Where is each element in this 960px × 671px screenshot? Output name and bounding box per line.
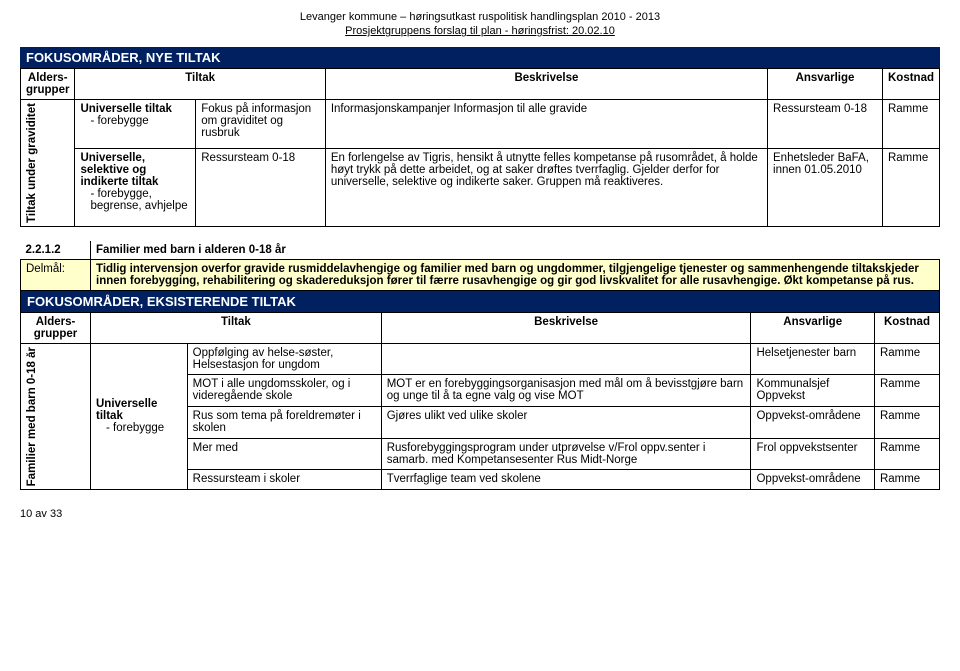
section-heading: Familier med barn i alderen 0-18 år	[91, 241, 940, 260]
header-line1: Levanger kommune – høringsutkast ruspoli…	[20, 10, 940, 24]
rowgroup-label: Familier med barn 0-18 år	[26, 347, 38, 486]
cell: Rus som tema på foreldremøter i skolen	[187, 406, 381, 438]
table-row: Universelle, selektive og indikerte tilt…	[21, 149, 940, 226]
cell: Gjøres ulikt ved ulike skoler	[381, 406, 751, 438]
cell: Frol oppvekstsenter	[751, 438, 874, 470]
cell	[381, 343, 751, 375]
tiltak-name: Universelle tiltak	[80, 103, 171, 115]
cell: MOT er en forebyggingsorganisasjon med m…	[381, 375, 751, 407]
section1-title: FOKUSOMRÅDER, NYE TILTAK	[20, 47, 940, 68]
cell: Ramme	[874, 343, 939, 375]
cell: Informasjonskampanjer Informasjon til al…	[325, 99, 767, 149]
cell: MOT i alle ungdomsskoler, og i videregåe…	[187, 375, 381, 407]
th-kostnad: Kostnad	[874, 312, 939, 343]
cell-tiltak-type: Universelle tiltak - forebygge	[75, 99, 196, 149]
tiltak-sub: - forebygge, begrense, avhjelpe	[80, 188, 190, 212]
cell: Oppvekst-områdene	[751, 470, 874, 489]
section-num: 2.2.1.2	[21, 241, 91, 260]
cell: Helsetjenester barn	[751, 343, 874, 375]
tiltak-sub: - forebygge	[96, 422, 182, 434]
rowgroup-cell: Tiltak under graviditet	[21, 99, 75, 226]
tiltak-sub: - forebygge	[80, 115, 190, 127]
cell-tiltak-type: Universelle, selektive og indikerte tilt…	[75, 149, 196, 226]
table-nye-tiltak: Alders-grupper Tiltak Beskrivelse Ansvar…	[20, 68, 940, 227]
cell: Ramme	[882, 99, 939, 149]
delmal-text: Tidlig intervensjon overfor gravide rusm…	[91, 259, 940, 290]
th-ansvarlige: Ansvarlige	[751, 312, 874, 343]
cell-tiltak-type: Universelle tiltak - forebygge	[91, 343, 188, 489]
cell: Mer med	[187, 438, 381, 470]
delmal-label: Delmål:	[21, 259, 91, 290]
table-header-row: Alders-grupper Tiltak Beskrivelse Ansvar…	[21, 68, 940, 99]
table-familier: 2.2.1.2 Familier med barn i alderen 0-18…	[20, 241, 940, 490]
delmal-row: Delmål: Tidlig intervensjon overfor grav…	[21, 259, 940, 290]
doc-header: Levanger kommune – høringsutkast ruspoli…	[20, 10, 940, 39]
cell: En forlengelse av Tigris, hensikt å utny…	[325, 149, 767, 226]
cell: Ressursteam 0-18	[196, 149, 326, 226]
cell: Ramme	[874, 406, 939, 438]
cell: Rusforebyggingsprogram under utprøvelse …	[381, 438, 751, 470]
table-row: Tiltak under graviditet Universelle tilt…	[21, 99, 940, 149]
section2-title: FOKUSOMRÅDER, EKSISTERENDE TILTAK	[21, 290, 940, 312]
cell: Ressursteam i skoler	[187, 470, 381, 489]
cell: Ramme	[874, 438, 939, 470]
cell: Ramme	[882, 149, 939, 226]
cell: Oppvekst-områdene	[751, 406, 874, 438]
th-ansvarlige: Ansvarlige	[768, 68, 883, 99]
table-row: Familier med barn 0-18 år Universelle ti…	[21, 343, 940, 375]
page-number: 10 av 33	[20, 508, 940, 520]
th-kostnad: Kostnad	[882, 68, 939, 99]
cell: Enhetsleder BaFA, innen 01.05.2010	[768, 149, 883, 226]
th-beskrivelse: Beskrivelse	[325, 68, 767, 99]
table-header-row: Alders-grupper Tiltak Beskrivelse Ansvar…	[21, 312, 940, 343]
cell: Oppfølging av helse-søster, Helsestasjon…	[187, 343, 381, 375]
rowgroup-cell: Familier med barn 0-18 år	[21, 343, 91, 489]
th-aldersgrupper: Alders-grupper	[21, 312, 91, 343]
section-heading-row: 2.2.1.2 Familier med barn i alderen 0-18…	[21, 241, 940, 260]
cell: Tverrfaglige team ved skolene	[381, 470, 751, 489]
cell: Fokus på informasjon om graviditet og ru…	[196, 99, 326, 149]
th-aldersgrupper: Alders-grupper	[21, 68, 75, 99]
cell: Ramme	[874, 470, 939, 489]
cell: Ressursteam 0-18	[768, 99, 883, 149]
rowgroup-label: Tiltak under graviditet	[26, 103, 38, 223]
header-line2: Prosjektgruppens forslag til plan - høri…	[20, 24, 940, 38]
cell: Ramme	[874, 375, 939, 407]
section2-title-row: FOKUSOMRÅDER, EKSISTERENDE TILTAK	[21, 290, 940, 312]
th-tiltak: Tiltak	[91, 312, 382, 343]
tiltak-name: Universelle, selektive og indikerte tilt…	[80, 152, 158, 188]
cell: Kommunalsjef Oppvekst	[751, 375, 874, 407]
th-beskrivelse: Beskrivelse	[381, 312, 751, 343]
th-tiltak: Tiltak	[75, 68, 325, 99]
tiltak-name: Universelle tiltak	[96, 398, 157, 422]
